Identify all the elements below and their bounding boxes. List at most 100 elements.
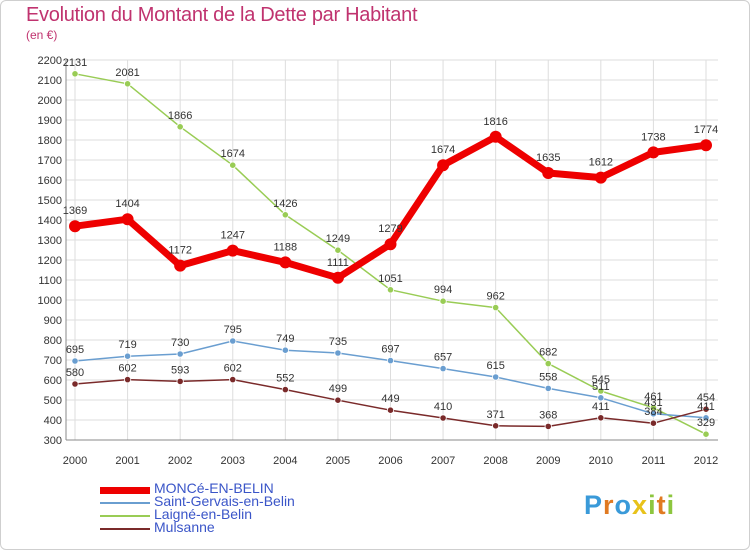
data-point — [386, 356, 395, 365]
y-tick-label: 2200 — [38, 55, 62, 67]
data-label: 545 — [592, 374, 610, 386]
data-point — [71, 70, 79, 78]
data-label: 558 — [539, 371, 557, 383]
data-label: 1247 — [221, 230, 245, 242]
data-label: 1111 — [327, 257, 349, 269]
data-point — [123, 80, 132, 88]
y-tick-label: 1100 — [38, 275, 62, 287]
x-tick-label: 2011 — [642, 455, 666, 467]
data-point — [176, 123, 184, 131]
y-tick-label: 2100 — [38, 75, 62, 87]
logo-letter: i — [648, 490, 657, 520]
y-tick-label: 700 — [44, 355, 62, 367]
data-label: 697 — [381, 344, 399, 356]
data-label: 329 — [697, 417, 715, 429]
data-label: 1188 — [274, 241, 298, 253]
y-tick-label: 600 — [44, 375, 62, 387]
data-point — [492, 373, 500, 381]
data-point — [649, 419, 658, 427]
y-tick-label: 1300 — [38, 235, 62, 247]
data-label: 1674 — [431, 144, 455, 156]
data-point — [439, 364, 447, 373]
data-point — [71, 357, 79, 365]
data-point — [702, 405, 710, 413]
data-label: 730 — [171, 337, 189, 349]
y-tick-label: 500 — [44, 395, 62, 407]
legend-label: Mulsanne — [154, 519, 215, 535]
data-point — [597, 387, 605, 395]
data-label: 454 — [697, 392, 715, 404]
data-point — [226, 244, 239, 257]
data-point — [279, 256, 292, 269]
data-point — [281, 385, 289, 394]
data-point — [334, 246, 342, 254]
data-point — [544, 422, 552, 430]
legend-swatch — [100, 515, 150, 517]
data-point — [700, 139, 712, 152]
y-tick-label: 800 — [44, 335, 62, 347]
data-label: 695 — [66, 344, 84, 356]
data-label: 1426 — [273, 198, 297, 210]
data-point — [386, 286, 395, 294]
data-label: 1612 — [589, 157, 613, 169]
y-tick-label: 900 — [44, 315, 62, 327]
data-label: 1369 — [63, 205, 87, 217]
data-label: 615 — [486, 360, 504, 372]
x-tick-label: 2002 — [168, 455, 192, 467]
data-label: 1738 — [641, 131, 665, 143]
chart-subtitle: (en €) — [26, 28, 58, 42]
data-label: 1172 — [168, 245, 192, 257]
x-tick-label: 2006 — [378, 455, 402, 467]
data-label: 449 — [381, 393, 399, 405]
data-label: 962 — [486, 291, 504, 303]
data-label: 1279 — [378, 223, 402, 235]
data-label: 2131 — [63, 57, 87, 69]
data-label: 2081 — [115, 67, 139, 79]
data-label: 499 — [329, 383, 347, 395]
y-tick-label: 2000 — [38, 95, 62, 107]
x-tick-label: 2005 — [326, 455, 350, 467]
data-label: 749 — [276, 333, 294, 345]
data-label: 593 — [171, 364, 189, 376]
y-tick-label: 1400 — [38, 215, 62, 227]
data-point — [647, 146, 660, 159]
x-tick-label: 2009 — [536, 455, 560, 467]
data-label: 461 — [644, 391, 662, 403]
data-point — [123, 375, 132, 384]
data-point — [229, 375, 237, 384]
data-point — [597, 394, 605, 402]
data-point — [71, 380, 79, 388]
data-label: 431 — [644, 397, 662, 409]
data-label: 1404 — [115, 198, 139, 210]
data-point — [544, 384, 552, 392]
data-point — [229, 337, 237, 345]
data-label: 602 — [224, 363, 242, 375]
data-label: 1249 — [326, 233, 350, 245]
logo-letter: o — [614, 490, 633, 520]
data-label: 682 — [539, 347, 557, 359]
legend-label: Saint-Gervais-en-Belin — [154, 493, 295, 509]
data-label: 411 — [592, 401, 610, 413]
y-tick-label: 300 — [44, 435, 62, 447]
proxiti-logo: Proxiti — [584, 490, 675, 521]
data-label: 511 — [592, 381, 610, 393]
data-label: 411 — [697, 401, 715, 413]
data-point — [649, 410, 658, 418]
data-point — [331, 271, 344, 284]
data-point — [437, 159, 450, 172]
data-point — [334, 396, 342, 404]
data-point — [334, 349, 342, 357]
logo-letter: i — [666, 490, 676, 520]
data-label: 602 — [118, 363, 136, 375]
x-tick-label: 2003 — [221, 455, 245, 467]
x-tick-label: 2000 — [63, 455, 87, 467]
data-label: 657 — [434, 352, 452, 364]
y-tick-label: 1500 — [38, 195, 62, 207]
data-label: 1051 — [378, 273, 402, 285]
data-label: 1866 — [168, 110, 192, 122]
x-tick-label: 2008 — [483, 455, 507, 467]
data-point — [69, 220, 81, 233]
data-point — [597, 414, 605, 422]
data-label: 735 — [329, 336, 347, 348]
